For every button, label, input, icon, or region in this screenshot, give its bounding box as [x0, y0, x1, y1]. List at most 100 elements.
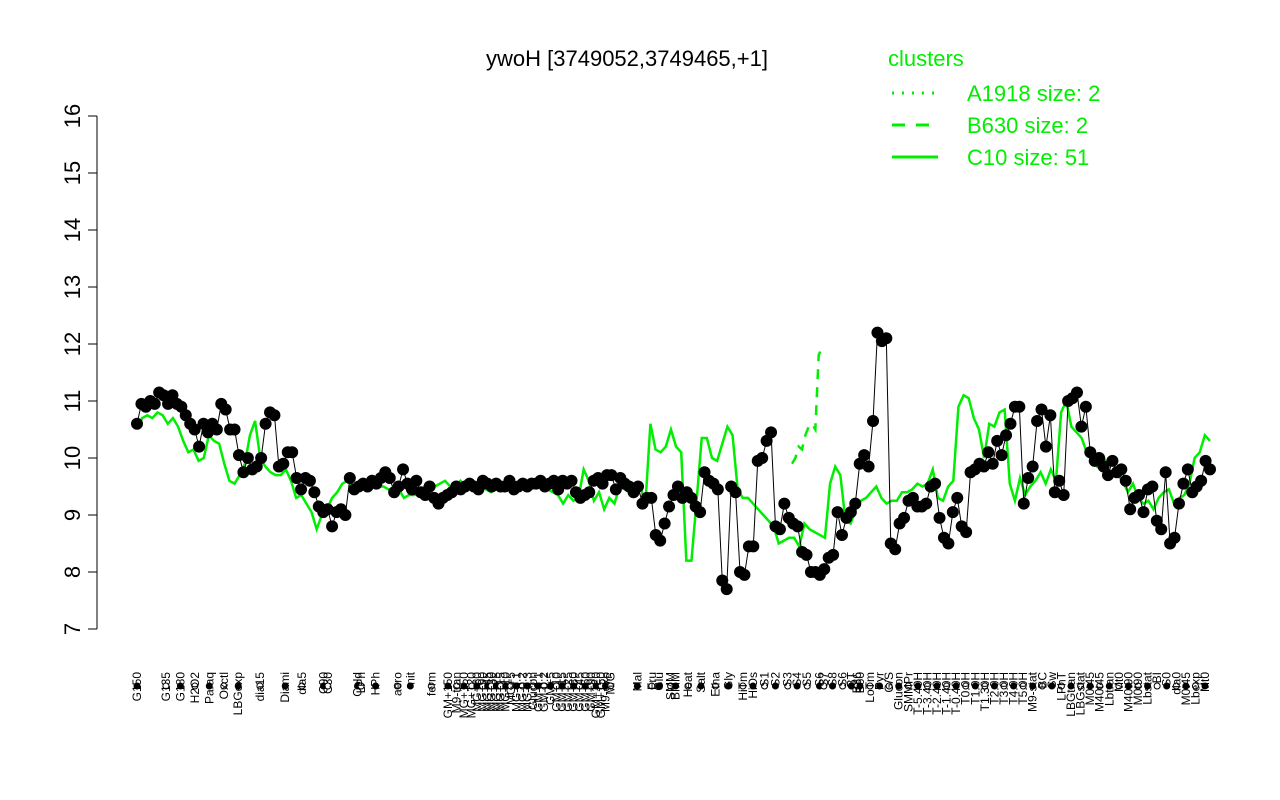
x-category-label: Glu — [652, 672, 666, 691]
x-category-label: dia5 — [295, 672, 309, 695]
data-point — [747, 540, 760, 553]
x-category-label: M/G — [604, 672, 618, 695]
data-point — [738, 568, 751, 581]
x-category-label: MG-0.1 — [510, 672, 524, 712]
data-point — [658, 517, 671, 530]
x-tick-dot — [711, 682, 719, 690]
data-point — [791, 520, 804, 533]
x-category-label: dia0 — [1169, 672, 1183, 695]
x-tick-dot — [133, 682, 141, 690]
data-point — [991, 434, 1004, 447]
x-tick-dot — [923, 682, 931, 690]
data-point — [1053, 474, 1066, 487]
y-axis-ticks: 7 8 9 10 11 12 13 14 15 16 — [60, 104, 97, 635]
data-point — [1079, 400, 1092, 413]
x-tick-dot — [220, 682, 228, 690]
x-category-label: GM+150 — [441, 672, 455, 719]
x-tick-dot — [1019, 682, 1027, 690]
series-segment — [965, 472, 972, 533]
y-tick-label: 14 — [60, 218, 85, 242]
x-category-label: MG-0.2 — [515, 672, 529, 712]
data-point — [295, 483, 308, 496]
x-tick-dot — [357, 682, 365, 690]
series-segment — [726, 486, 732, 590]
x-category-label: HPh — [369, 672, 383, 695]
data-point — [583, 486, 596, 499]
x-category-label: MG+10 — [499, 672, 513, 712]
x-tick-dot — [943, 682, 951, 690]
x-category-label: M0t45 — [1083, 672, 1097, 706]
series-segment — [1085, 406, 1091, 453]
x-category-label: MG+90 — [476, 672, 490, 712]
data-point — [1168, 531, 1181, 544]
data-point — [1195, 474, 1208, 487]
x-category-label: aero — [390, 672, 404, 696]
data-point — [1155, 523, 1168, 536]
x-tick-dot — [952, 682, 960, 690]
data-point — [259, 417, 272, 430]
series-segment — [1165, 472, 1171, 544]
x-tick-dot — [324, 682, 332, 690]
data-point — [929, 477, 942, 490]
data-point — [982, 446, 995, 459]
data-point — [1204, 463, 1216, 476]
data-point — [1057, 489, 1070, 502]
legend: clusters A1918 size: 2 B630 size: 2 C10 … — [888, 46, 1100, 170]
x-category-label: BT — [844, 671, 858, 687]
x-tick-dot — [607, 682, 615, 690]
x-category-label: LPhT — [1054, 671, 1068, 700]
x-category-label: T-0.40H — [949, 672, 963, 715]
x-tick-dot — [739, 682, 747, 690]
x-tick-dot — [406, 682, 414, 690]
x-tick-dot — [1115, 682, 1123, 690]
data-point — [1119, 474, 1132, 487]
x-category-label: Sw — [1045, 672, 1059, 689]
data-point — [862, 460, 875, 473]
data-point — [765, 426, 778, 439]
x-category-label: GM+30 — [567, 672, 581, 712]
x-category-label: T4.0H — [1007, 672, 1021, 705]
x-tick-dot — [749, 682, 757, 690]
x-category-label: Fru — [645, 672, 659, 690]
x-category-label: S8 — [826, 672, 840, 687]
series-segment — [885, 338, 892, 544]
x-category-label: Glucon — [892, 672, 906, 710]
data-point — [720, 583, 733, 596]
x-tick-dot — [205, 682, 213, 690]
x-category-label: T-1.40H — [940, 672, 954, 715]
cluster-line-c10 — [135, 393, 1211, 562]
x-category-label: MG+30 — [484, 672, 498, 712]
data-point — [255, 452, 268, 464]
x-tick-dot — [933, 682, 941, 690]
data-point — [219, 403, 232, 416]
x-tick-dot — [1077, 682, 1085, 690]
data-point — [1039, 440, 1052, 453]
x-category-label: BMM — [669, 672, 683, 700]
x-tick-dot — [962, 682, 970, 690]
data-point — [946, 506, 959, 519]
data-point — [773, 523, 786, 536]
data-point — [1159, 466, 1172, 479]
series-segment — [273, 415, 280, 467]
x-category-label: Etha — [708, 672, 722, 697]
data-point — [1031, 414, 1044, 427]
x-category-label: S4 — [790, 672, 804, 687]
x-tick-dot — [1163, 682, 1171, 690]
series-segment — [1041, 409, 1047, 447]
x-category-label: LBGtran — [1064, 672, 1078, 717]
x-category-label: M0t45 — [1179, 672, 1193, 706]
x-category-label: GM-0.1 — [531, 672, 545, 712]
x-tick-dot — [372, 682, 380, 690]
legend-label-c10: C10 size: 51 — [967, 145, 1089, 170]
x-category-label: LPh — [354, 672, 368, 693]
data-point — [1115, 463, 1128, 476]
data-point — [756, 452, 769, 464]
x-tick-dot — [256, 682, 264, 690]
data-point — [1124, 503, 1137, 516]
x-tick-dot — [1201, 682, 1209, 690]
x-tick-dot — [281, 682, 289, 690]
y-tick-label: 8 — [60, 566, 85, 578]
legend-title: clusters — [888, 46, 964, 71]
series-points — [131, 326, 1216, 596]
